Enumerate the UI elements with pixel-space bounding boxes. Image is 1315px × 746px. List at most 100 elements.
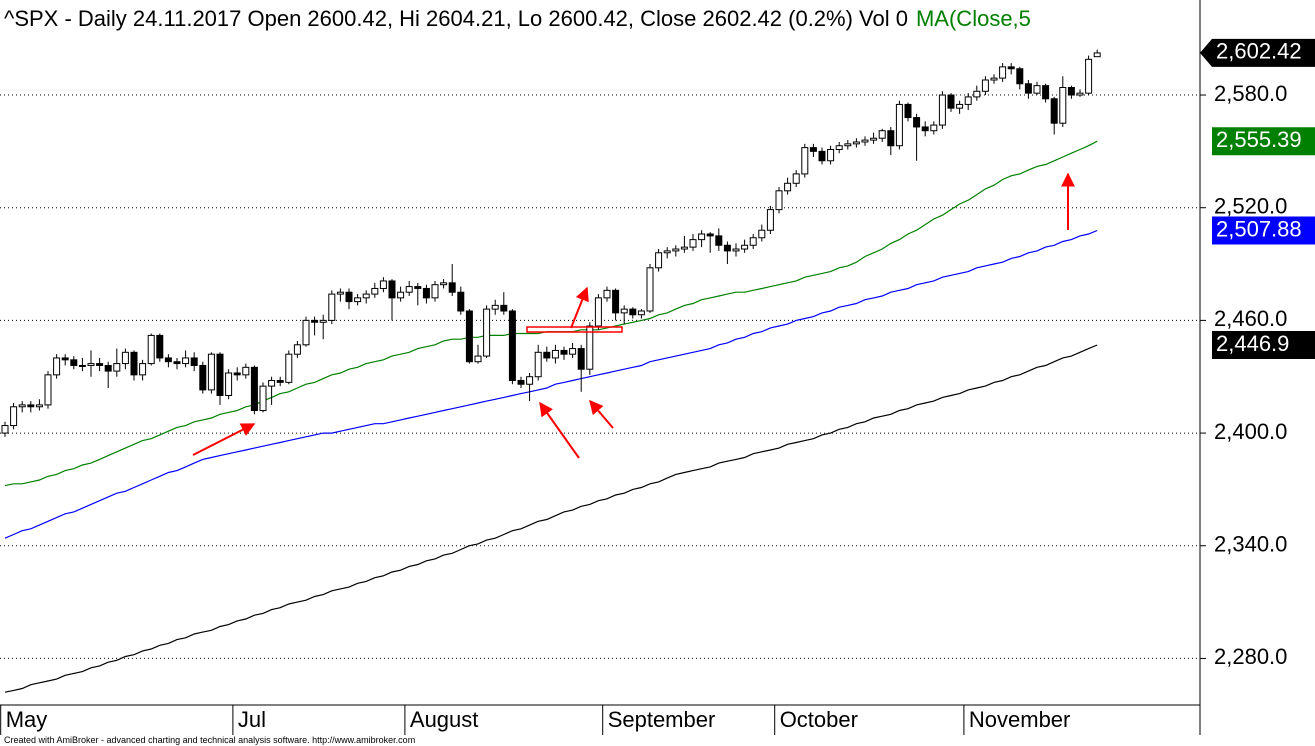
candle-body [672, 248, 680, 252]
candle-body [1042, 85, 1050, 100]
price-tag [1212, 330, 1315, 359]
candle-body [818, 150, 826, 162]
candle-body [1093, 52, 1101, 58]
candle-body [233, 372, 241, 376]
candle-body [517, 379, 525, 385]
x-tick-label: Jul [238, 707, 266, 732]
arrow [570, 286, 589, 329]
price-tag-label: 2,555.39 [1216, 127, 1302, 152]
y-tick-label: 2,520.0 [1214, 194, 1287, 219]
price-tag-label: 2,446.9 [1216, 331, 1289, 356]
candle-body [706, 233, 714, 237]
candle-body [87, 363, 95, 366]
x-tick-label: August [410, 707, 479, 732]
candle-body [225, 372, 233, 397]
candle-body [190, 357, 198, 366]
candle-body [792, 173, 800, 184]
candle-body [242, 366, 250, 376]
title-ma: MA(Close,5 [916, 6, 1031, 31]
candle-body [362, 293, 370, 299]
candle-body [104, 364, 112, 372]
candle-body [569, 348, 577, 355]
candle-body [491, 304, 499, 310]
title-text: ^SPX - Daily 24.11.2017 Open 2600.42, Hi… [4, 6, 908, 31]
candle-body [216, 353, 224, 397]
arrow [192, 423, 256, 456]
ma-line [4, 229, 1098, 539]
candle-body [835, 145, 843, 150]
candle-body [938, 94, 946, 126]
candle-body [1076, 92, 1084, 96]
candle-body [878, 130, 886, 139]
candle-body [96, 363, 104, 366]
candle-body [405, 286, 413, 293]
candle-body [61, 357, 69, 361]
candle-body [44, 374, 52, 406]
candle-body [147, 334, 155, 365]
candle-body [276, 379, 284, 383]
price-tag [1212, 127, 1315, 156]
candle-body [268, 379, 276, 387]
candle-body [440, 282, 448, 286]
candle-body [354, 297, 362, 303]
candle-body [655, 252, 663, 269]
price-tag-label: 2,602.42 [1216, 39, 1302, 64]
candle-body [1016, 68, 1024, 85]
candle-body [293, 344, 301, 355]
candle-body [121, 351, 129, 365]
candle-body [801, 147, 809, 175]
ma-line [4, 344, 1098, 693]
candle-body [302, 319, 310, 346]
candle-body [732, 248, 740, 252]
candle-body [956, 103, 964, 109]
chart-title: ^SPX - Daily 24.11.2017 Open 2600.42, Hi… [4, 6, 1031, 31]
candle-body [904, 103, 912, 119]
candle-body [749, 237, 757, 246]
candle-body [448, 282, 456, 293]
candle-body [895, 103, 903, 147]
candle-body [741, 244, 749, 250]
candle-body [620, 308, 628, 314]
candle-body [328, 293, 336, 321]
candle-body [53, 357, 61, 376]
candle-body [1059, 87, 1067, 124]
candle-body [35, 404, 43, 408]
candle-body [474, 355, 482, 363]
price-tag [1212, 216, 1315, 245]
candle-body [508, 310, 516, 381]
candle-body [775, 190, 783, 211]
x-tick-label: September [608, 707, 716, 732]
candle-body [577, 348, 585, 370]
candle-body [250, 366, 258, 412]
candle-body [199, 364, 207, 391]
candle-body [500, 304, 508, 312]
candle-body [698, 233, 706, 241]
candle-body [1024, 83, 1032, 94]
candle-body [861, 139, 869, 143]
candle-body [78, 364, 86, 367]
candle-body [663, 250, 671, 254]
candle-body [964, 96, 972, 105]
candle-body [431, 284, 439, 299]
price-tag-label: 2,507.88 [1216, 216, 1302, 241]
candle-body [784, 182, 792, 192]
candle-body [422, 287, 430, 299]
candle-body [586, 325, 594, 370]
candle-body [723, 244, 731, 252]
candle-body [715, 235, 723, 246]
candle-body [973, 90, 981, 98]
price-tag [1200, 38, 1315, 67]
candle-body [766, 209, 774, 231]
candle-body [646, 267, 654, 312]
candle-body [809, 147, 817, 152]
x-tick-label: November [969, 707, 1070, 732]
candle-body [526, 376, 534, 385]
candle-body [689, 239, 697, 248]
candle-body [319, 319, 327, 323]
candle-body [887, 130, 895, 147]
candle-body [921, 126, 929, 132]
candle-body [18, 404, 26, 408]
candle-body [603, 289, 611, 299]
candle-body [371, 287, 379, 295]
